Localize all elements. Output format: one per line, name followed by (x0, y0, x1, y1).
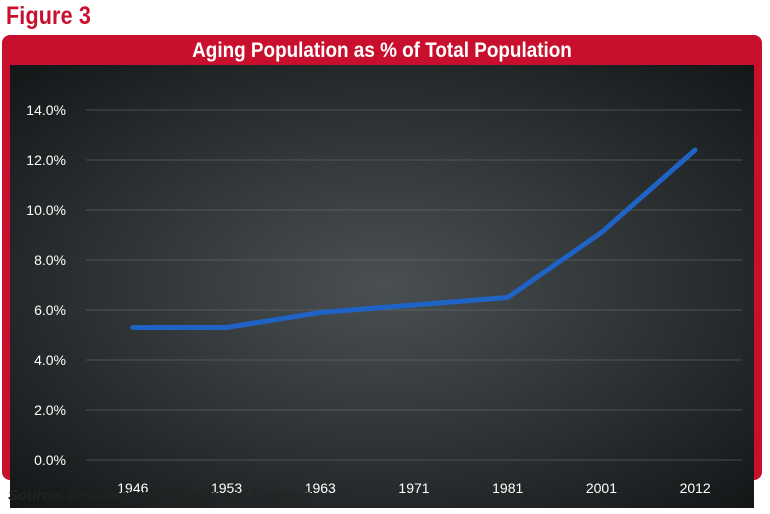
y-tick-label: 10.0% (26, 202, 66, 218)
x-tick-label: 2001 (586, 480, 617, 496)
x-tick-label: 1981 (492, 480, 523, 496)
series-layer (130, 147, 698, 330)
gridlines (86, 109, 742, 461)
x-axis-ticks: 1946 1953 1963 1971 1981 2001 2012 (117, 480, 711, 496)
y-tick-label: 8.0% (34, 252, 66, 268)
y-tick-label: 14.0% (26, 102, 66, 118)
source-text: Department of Census and Statistics (68, 487, 312, 504)
chart-frame: Aging Population as % of Total Populatio… (2, 35, 762, 508)
x-tick-label: 1953 (211, 480, 242, 496)
x-tick-label: 1963 (305, 480, 336, 496)
y-tick-label: 2.0% (34, 402, 66, 418)
y-tick-label: 12.0% (26, 152, 66, 168)
y-axis-ticks: 0.0% 2.0% 4.0% 6.0% 8.0% 10.0% 12.0% 14.0% (26, 102, 66, 468)
x-tick-label: 2012 (680, 480, 711, 496)
y-tick-label: 0.0% (34, 452, 66, 468)
y-tick-label: 4.0% (34, 352, 66, 368)
source-note: Source: Department of Census and Statist… (8, 487, 311, 504)
x-tick-label: 1946 (117, 480, 148, 496)
y-tick-label: 6.0% (34, 302, 66, 318)
chart-plot: 0.0% 2.0% 4.0% 6.0% 8.0% 10.0% 12.0% 14.0% 1946… (10, 65, 754, 508)
chart-title: Aging Population as % of Total Populatio… (192, 39, 572, 62)
x-tick-label: 1971 (398, 480, 429, 496)
figure-label: Figure 3 (6, 2, 92, 30)
source-label: Source: (8, 487, 64, 504)
plot-background (10, 65, 754, 508)
